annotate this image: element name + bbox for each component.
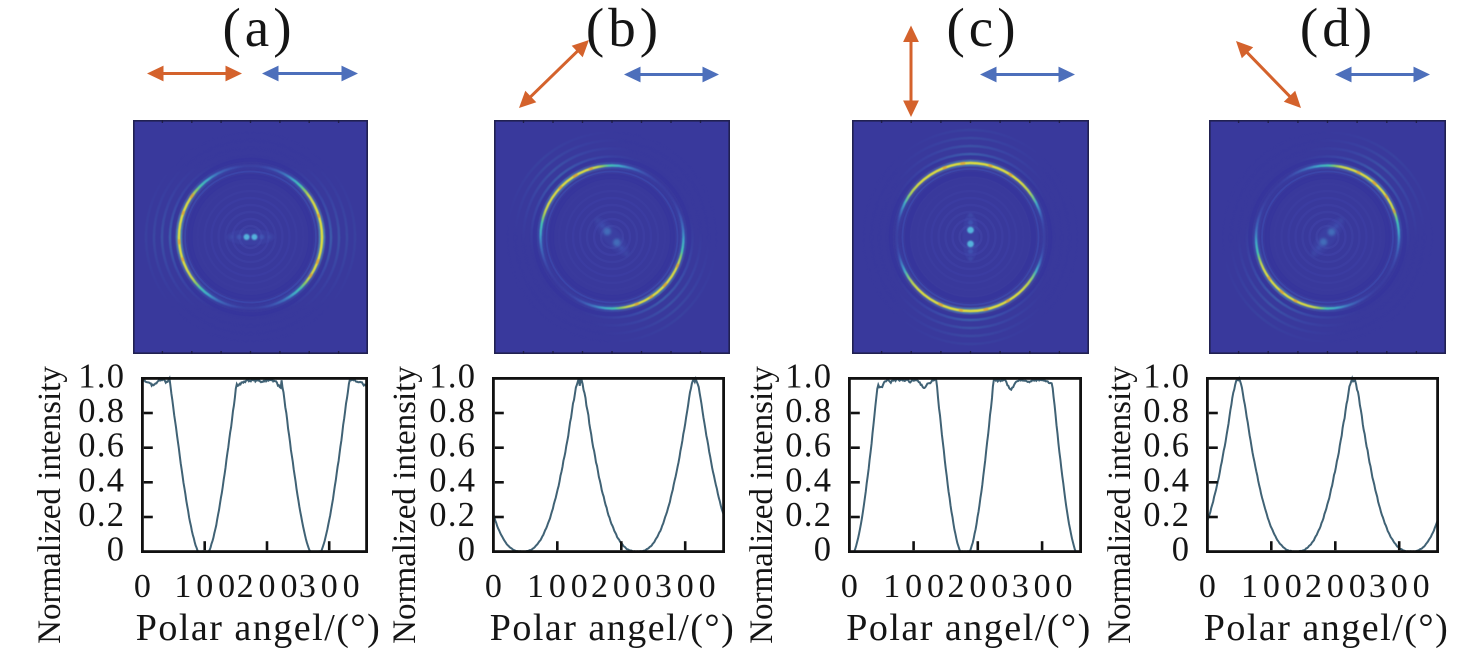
svg-text:0.4: 0.4 <box>1143 461 1190 499</box>
svg-text:0.4: 0.4 <box>429 461 476 499</box>
svg-text:Polar angel/(°): Polar angel/(°) <box>136 607 382 649</box>
svg-text:0: 0 <box>107 531 126 569</box>
svg-text:(b): (b) <box>586 0 662 58</box>
svg-text:300: 300 <box>1012 568 1078 605</box>
svg-text:100: 100 <box>883 568 949 605</box>
svg-text:0.6: 0.6 <box>78 427 125 465</box>
svg-text:0.2: 0.2 <box>429 496 476 534</box>
svg-text:300: 300 <box>1369 568 1435 605</box>
svg-text:0: 0 <box>841 568 858 605</box>
svg-text:0.4: 0.4 <box>785 461 832 499</box>
svg-text:Normalized intensity: Normalized intensity <box>32 366 68 644</box>
svg-text:0.2: 0.2 <box>78 496 125 534</box>
svg-text:0.4: 0.4 <box>78 461 125 499</box>
svg-text:0.6: 0.6 <box>785 427 832 465</box>
svg-text:0: 0 <box>1199 568 1216 605</box>
svg-text:0.6: 0.6 <box>1143 427 1190 465</box>
svg-text:0.8: 0.8 <box>785 392 832 430</box>
svg-text:(a): (a) <box>222 0 295 58</box>
svg-text:Polar angel/(°): Polar angel/(°) <box>490 607 736 649</box>
svg-text:0: 0 <box>458 531 477 569</box>
svg-text:0: 0 <box>134 568 151 605</box>
svg-text:0: 0 <box>814 531 833 569</box>
svg-text:0.2: 0.2 <box>1143 496 1190 534</box>
svg-text:(c): (c) <box>946 0 1019 58</box>
svg-text:200: 200 <box>1305 568 1371 605</box>
svg-text:200: 200 <box>237 568 303 605</box>
svg-text:Normalized intensity: Normalized intensity <box>1102 366 1138 644</box>
svg-text:1.0: 1.0 <box>429 357 476 395</box>
svg-text:0.8: 0.8 <box>429 392 476 430</box>
svg-text:0: 0 <box>1172 531 1191 569</box>
svg-text:300: 300 <box>299 568 365 605</box>
svg-text:200: 200 <box>591 568 657 605</box>
svg-text:100: 100 <box>174 568 240 605</box>
svg-text:0.8: 0.8 <box>78 392 125 430</box>
svg-text:200: 200 <box>947 568 1013 605</box>
svg-text:Polar angel/(°): Polar angel/(°) <box>846 607 1092 649</box>
svg-text:1.0: 1.0 <box>78 357 125 395</box>
svg-text:1.0: 1.0 <box>785 357 832 395</box>
svg-text:0.2: 0.2 <box>785 496 832 534</box>
svg-text:Normalized intensity: Normalized intensity <box>744 366 780 644</box>
svg-text:Polar angel/(°): Polar angel/(°) <box>1204 607 1450 649</box>
svg-text:Normalized intensity: Normalized intensity <box>387 366 423 644</box>
svg-text:0.8: 0.8 <box>1143 392 1190 430</box>
svg-text:100: 100 <box>1241 568 1307 605</box>
svg-text:(d): (d) <box>1300 0 1376 58</box>
svg-text:300: 300 <box>655 568 721 605</box>
svg-text:0: 0 <box>485 568 502 605</box>
svg-text:0.6: 0.6 <box>429 427 476 465</box>
svg-text:100: 100 <box>527 568 593 605</box>
svg-text:1.0: 1.0 <box>1143 357 1190 395</box>
